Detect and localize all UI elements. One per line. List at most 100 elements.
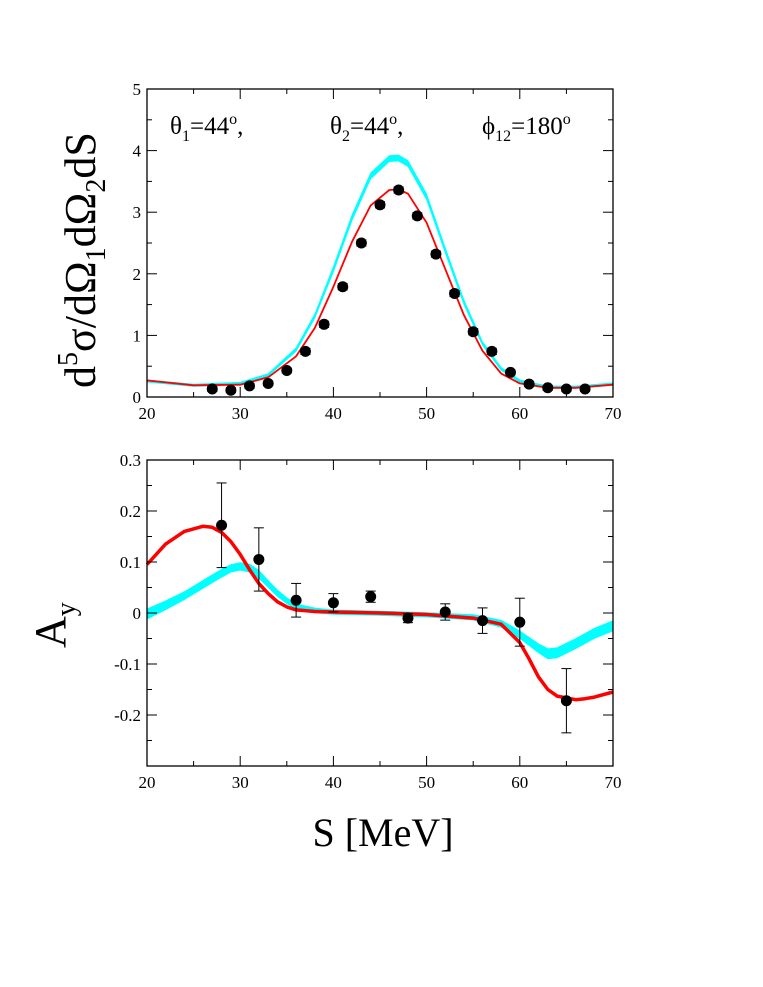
data-marker xyxy=(504,366,516,378)
data-point xyxy=(393,184,405,196)
cross-section-panel: 20 30 40 50 60 70 0 1 2 3 4 5 θ1=44o, θ2=44o, ϕ12=1… xyxy=(53,80,622,423)
x-tick-label: 50 xyxy=(418,404,435,423)
data-marker xyxy=(467,326,479,338)
analyzing-power-y-axis-label: Ay xyxy=(26,602,82,648)
data-marker xyxy=(402,612,414,624)
data-marker xyxy=(523,378,535,390)
y-tick-label: 0 xyxy=(133,604,142,623)
y-tick-label: 0.3 xyxy=(120,451,141,470)
data-marker xyxy=(244,380,256,392)
data-point xyxy=(504,366,516,378)
data-point xyxy=(430,248,442,260)
data-point xyxy=(337,281,349,293)
analyzing-power-frame xyxy=(146,459,614,767)
data-marker xyxy=(579,383,591,395)
data-marker xyxy=(393,184,405,196)
data-point xyxy=(374,199,386,211)
x-tick-label: 20 xyxy=(139,404,156,423)
x-tick-label: 40 xyxy=(325,773,342,792)
y-tick-label: 0.1 xyxy=(120,553,141,572)
theory-band xyxy=(146,154,614,389)
data-marker xyxy=(477,615,489,627)
x-tick-label: 60 xyxy=(511,773,528,792)
data-marker xyxy=(374,199,386,211)
data-marker xyxy=(216,519,228,531)
analyzing-power-panel: 20 30 40 50 60 70 -0.2 -0.1 0 0.1 0.2 0.3 Ay S [MeV… xyxy=(26,451,622,855)
data-marker xyxy=(365,591,377,603)
data-point xyxy=(365,590,377,603)
theory-line xyxy=(145,524,614,702)
data-marker xyxy=(411,210,423,222)
analyzing-power-tick-labels: 20 30 40 50 60 70 -0.2 -0.1 0 0.1 0.2 0.3 xyxy=(114,451,621,792)
x-tick-label: 20 xyxy=(139,773,156,792)
data-marker xyxy=(253,553,265,565)
data-marker xyxy=(430,248,442,260)
data-point xyxy=(477,607,489,634)
data-marker xyxy=(542,382,554,394)
data-marker xyxy=(355,237,367,249)
x-axis-label: S [MeV] xyxy=(312,810,453,855)
data-marker xyxy=(281,365,293,377)
x-tick-label: 70 xyxy=(605,773,622,792)
data-point xyxy=(542,382,554,394)
cross-section-y-axis-label: d5σ/dΩ1dΩ2dS xyxy=(53,132,112,388)
y-tick-label: 0 xyxy=(133,388,142,407)
data-marker xyxy=(290,594,302,606)
y-tick-label: 5 xyxy=(133,80,142,99)
data-point xyxy=(318,318,330,330)
x-tick-label: 40 xyxy=(325,404,342,423)
data-point xyxy=(579,383,591,395)
y-tick-label: -0.2 xyxy=(114,706,141,725)
data-point xyxy=(560,383,572,395)
data-point xyxy=(449,288,461,300)
data-point xyxy=(402,612,414,624)
data-point xyxy=(411,210,423,222)
y-tick-label: 0.2 xyxy=(120,502,141,521)
data-marker xyxy=(206,383,218,395)
y-tick-label: 2 xyxy=(133,265,142,284)
data-marker xyxy=(327,597,339,609)
y-tick-label: 3 xyxy=(133,203,142,222)
cross-section-frame xyxy=(146,88,614,398)
data-point xyxy=(216,482,228,569)
data-marker xyxy=(318,318,330,330)
x-tick-label: 50 xyxy=(418,773,435,792)
data-point xyxy=(206,383,218,395)
data-point xyxy=(523,378,535,390)
data-point xyxy=(560,668,572,734)
data-point xyxy=(290,582,302,618)
data-marker xyxy=(560,695,572,707)
cross-section-data xyxy=(146,154,614,396)
phi12-annotation: ϕ12=180o xyxy=(482,111,571,145)
y-tick-label: 4 xyxy=(133,142,142,161)
cross-section-tick-labels: 20 30 40 50 60 70 0 1 2 3 4 5 xyxy=(133,80,622,423)
data-point xyxy=(262,377,274,389)
x-tick-label: 30 xyxy=(232,773,249,792)
y-tick-label: 1 xyxy=(133,326,142,345)
data-marker xyxy=(337,281,349,293)
y-tick-label: -0.1 xyxy=(114,655,141,674)
data-point xyxy=(439,603,451,621)
theta1-annotation: θ1=44o, xyxy=(170,111,243,145)
data-marker xyxy=(225,384,237,396)
data-marker xyxy=(486,345,498,357)
data-point xyxy=(281,365,293,377)
theory-band xyxy=(146,562,614,660)
analyzing-power-data xyxy=(145,482,614,734)
data-point xyxy=(355,237,367,249)
data-marker xyxy=(514,616,526,628)
x-tick-label: 30 xyxy=(232,404,249,423)
data-point xyxy=(514,597,526,647)
data-marker xyxy=(439,606,451,618)
data-point xyxy=(327,593,339,613)
theory-line xyxy=(146,188,614,389)
x-tick-label: 70 xyxy=(605,404,622,423)
data-marker xyxy=(449,288,461,300)
data-point xyxy=(225,384,237,396)
data-point xyxy=(467,326,479,338)
data-point xyxy=(244,380,256,392)
theta2-annotation: θ2=44o, xyxy=(330,111,403,145)
data-point xyxy=(299,345,311,357)
data-point xyxy=(486,345,498,357)
